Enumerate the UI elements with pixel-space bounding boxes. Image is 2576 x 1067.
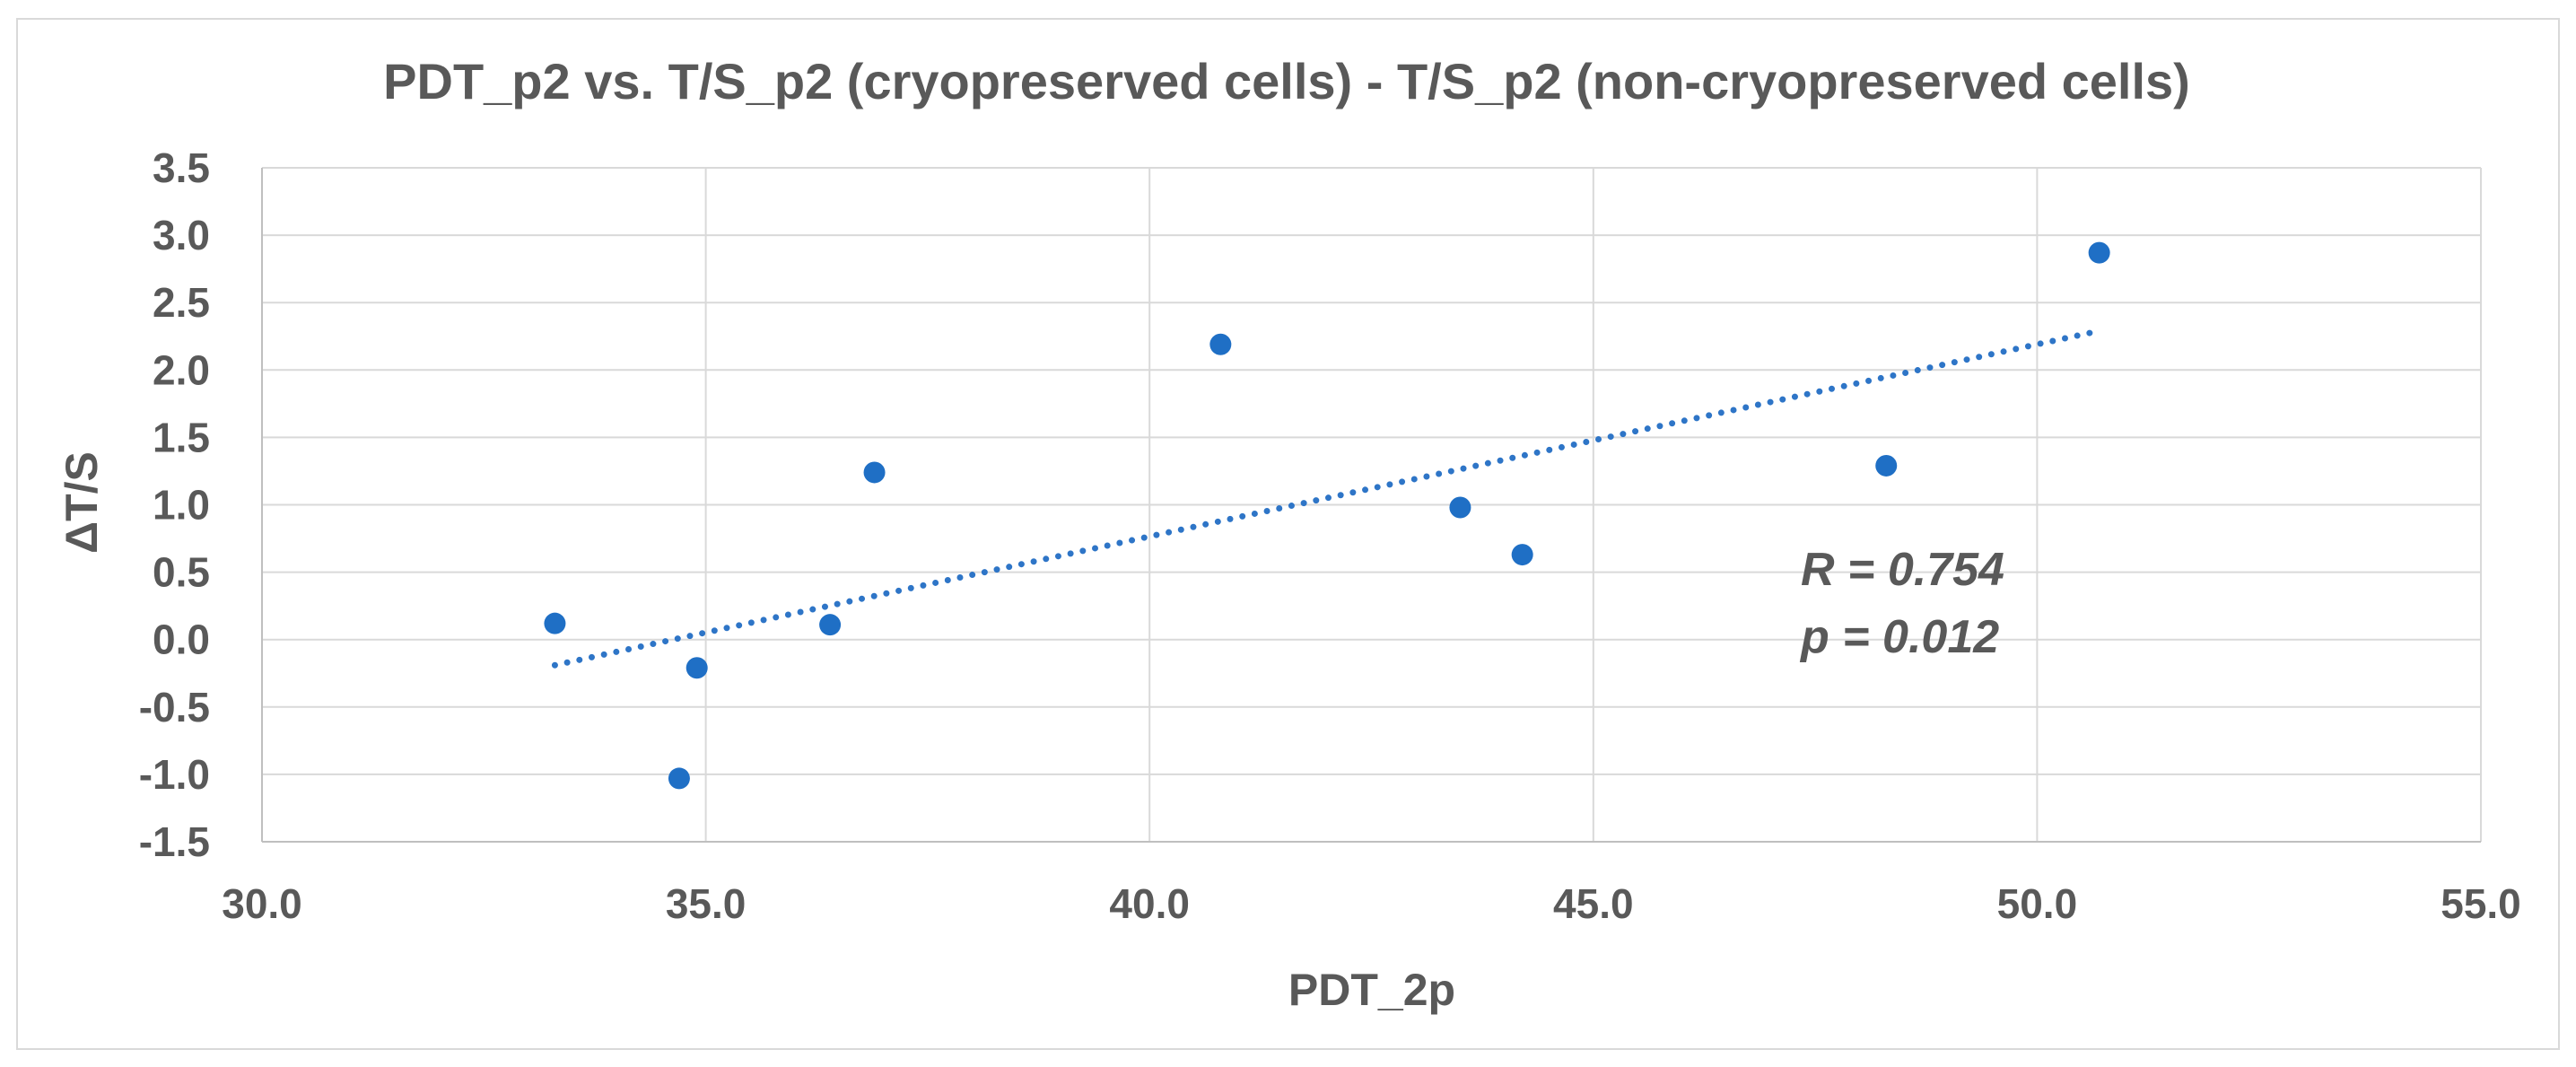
x-tick-label: 45.0: [1553, 880, 1634, 927]
y-tick-label: 0.0: [153, 617, 210, 663]
data-point: [1875, 454, 1898, 477]
data-point: [544, 612, 566, 634]
y-tick-label: 3.0: [153, 212, 210, 258]
annotation-r: R = 0.754: [1801, 544, 2004, 596]
x-tick-label: 35.0: [666, 880, 747, 927]
data-point: [863, 461, 886, 484]
data-point: [2088, 241, 2110, 264]
x-tick-label: 50.0: [1997, 880, 2078, 927]
y-tick-label: 1.0: [153, 482, 210, 529]
data-point: [819, 614, 842, 636]
y-tick-label: 0.5: [153, 549, 210, 596]
annotation-p: p = 0.012: [1799, 611, 1999, 663]
y-tick-label: 1.5: [153, 414, 210, 460]
y-tick-label: 3.5: [153, 144, 210, 191]
x-tick-label: 55.0: [2441, 880, 2521, 927]
x-tick-label: 30.0: [222, 880, 302, 927]
data-point: [1209, 333, 1232, 355]
y-tick-label: -1.5: [139, 818, 210, 865]
y-tick-label: 2.5: [153, 279, 210, 326]
y-tick-label: -0.5: [139, 684, 210, 730]
y-tick-label: -1.0: [139, 751, 210, 798]
chart-area: [16, 18, 2560, 1050]
gridlines: [261, 167, 2482, 843]
chart-title: PDT_p2 vs. T/S_p2 (cryopreserved cells) …: [383, 53, 2190, 109]
y-axis-label: ΔT/S: [57, 451, 107, 554]
trendline: [551, 328, 2103, 669]
data-points: [544, 241, 2110, 790]
y-tick-label: 2.0: [153, 346, 210, 393]
y-axis-tick-labels: 3.5 3.0 2.5 2.0 1.5 1.0 0.5 0.0 -0.5 -1.0 -1.5: [139, 144, 210, 865]
data-point: [685, 657, 708, 679]
data-point: [1511, 544, 1533, 566]
data-point: [1449, 496, 1471, 519]
x-axis-tick-labels: 30.0 35.0 40.0 45.0 50.0 55.0: [222, 880, 2521, 927]
x-tick-label: 40.0: [1109, 880, 1190, 927]
x-axis-label: PDT_2p: [1288, 965, 1455, 1015]
data-point: [668, 767, 690, 790]
